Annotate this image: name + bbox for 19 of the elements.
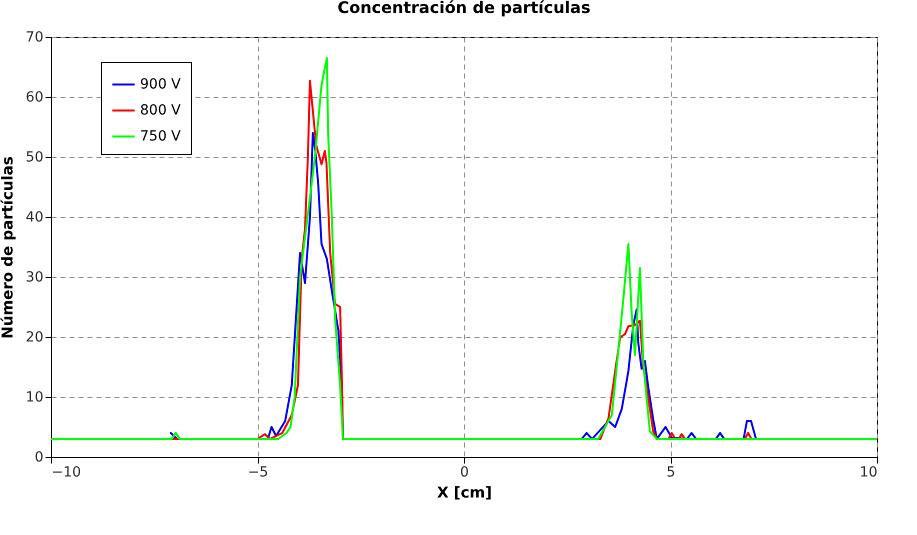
legend-label: 900 V [140, 76, 182, 92]
x-tick-label: −10 [52, 464, 82, 480]
y-axis-title: Número de partículas [0, 156, 17, 339]
y-tick-label: 70 [26, 30, 44, 46]
x-axis-title: X [cm] [436, 484, 492, 502]
y-tick-label: 40 [26, 210, 44, 226]
y-tick-label: 60 [26, 90, 44, 106]
y-tick-label: 50 [26, 150, 44, 166]
x-tick-label: 5 [666, 464, 676, 480]
y-tick-label: 10 [26, 390, 44, 406]
legend-label: 800 V [140, 102, 182, 118]
y-tick-label: 30 [26, 270, 44, 286]
chart-title: Concentración de partículas [338, 0, 590, 17]
x-tick-label: 0 [460, 464, 469, 480]
y-tick-label: 0 [34, 450, 44, 466]
legend-label: 750 V [140, 128, 182, 144]
x-tick-label: 10 [860, 464, 878, 480]
x-tick-label: −5 [248, 464, 268, 480]
y-tick-label: 20 [26, 330, 44, 346]
